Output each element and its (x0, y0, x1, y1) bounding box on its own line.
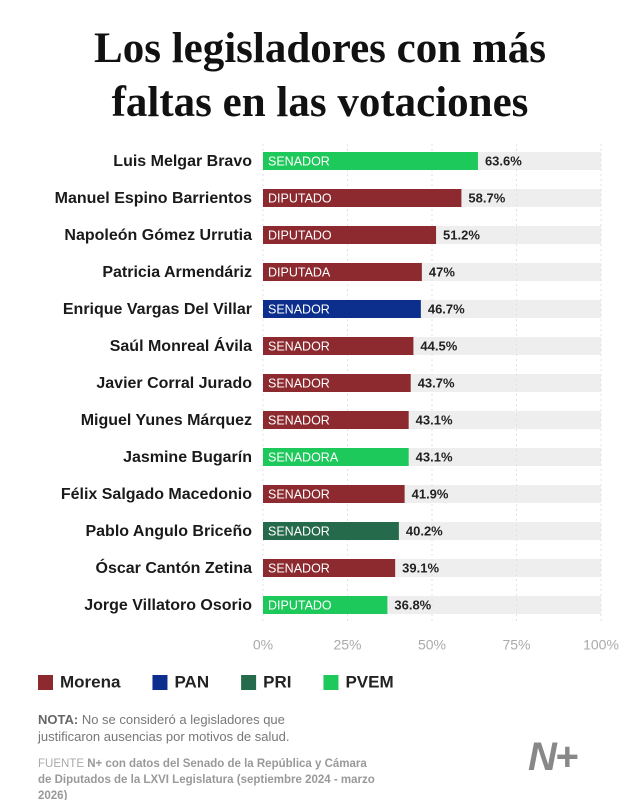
legend-swatch (241, 675, 257, 690)
bar-label: DIPUTADO (268, 228, 332, 242)
category-label: Enrique Vargas Del Villar (63, 301, 252, 318)
legend-label: PRI (263, 672, 291, 691)
bar-label: SENADOR (268, 487, 330, 501)
note-text: No se consideró a legisladores que justi… (38, 712, 290, 744)
x-tick-label: 25% (333, 637, 361, 653)
category-label: Miguel Yunes Márquez (81, 412, 252, 429)
legend-swatch (38, 675, 53, 690)
bar (263, 374, 411, 392)
value-label: 43.1% (416, 412, 453, 427)
category-label: Jorge Villatoro Osorio (84, 597, 252, 614)
bar-label: DIPUTADO (268, 191, 332, 205)
bar (263, 559, 396, 577)
note-label: NOTA: (38, 712, 79, 727)
value-label: 39.1% (402, 560, 439, 575)
bar-label: SENADORA (268, 450, 339, 464)
bar-label: DIPUTADO (268, 598, 332, 612)
bar-label: SENADOR (268, 524, 330, 538)
bar-label: SENADOR (268, 154, 330, 168)
x-tick-label: 0% (253, 637, 273, 653)
category-label: Manuel Espino Barrientos (55, 190, 252, 207)
legend-swatch (152, 675, 168, 690)
bar-label: SENADOR (268, 339, 330, 353)
value-label: 58.7% (468, 190, 505, 205)
category-label: Luis Melgar Bravo (113, 153, 252, 170)
value-label: 41.9% (412, 486, 449, 501)
logo: N+ (528, 735, 578, 779)
value-label: 46.7% (428, 301, 465, 316)
source-text: N+ con datos del Senado de la República … (38, 758, 375, 800)
legend-label: PAN (174, 672, 209, 691)
bar (263, 263, 422, 281)
value-label: 40.2% (406, 523, 443, 538)
value-label: 44.5% (420, 338, 457, 353)
bar-label: DIPUTADA (268, 265, 331, 279)
bar (263, 448, 409, 466)
bar-label: SENADOR (268, 302, 330, 316)
source: FUENTE N+ con datos del Senado de la Rep… (38, 756, 378, 800)
category-label: Napoleón Gómez Urrutia (64, 227, 252, 244)
bar (263, 226, 437, 244)
x-tick-label: 100% (583, 637, 619, 653)
value-label: 36.8% (394, 597, 431, 612)
value-label: 47% (429, 264, 455, 279)
bar (263, 522, 399, 540)
category-label: Saúl Monreal Ávila (110, 336, 252, 355)
bar (263, 337, 414, 355)
bar (263, 485, 405, 503)
category-label: Javier Corral Jurado (96, 375, 252, 392)
source-label: FUENTE (38, 758, 84, 770)
bar (263, 152, 478, 170)
bar-label: SENADOR (268, 376, 330, 390)
legend-swatch (323, 675, 339, 690)
bar-label: SENADOR (268, 561, 330, 575)
legend-label: Morena (60, 672, 121, 691)
category-label: Jasmine Bugarín (123, 449, 252, 466)
value-label: 51.2% (443, 227, 480, 242)
bar-label: SENADOR (268, 413, 330, 427)
note: NOTA: No se consideró a legisladores que… (38, 711, 338, 745)
category-label: Óscar Cantón Zetina (96, 558, 253, 577)
x-tick-label: 75% (502, 637, 530, 653)
category-label: Pablo Angulo Briceño (85, 523, 252, 540)
bar (263, 411, 409, 429)
value-label: 43.7% (418, 375, 455, 390)
value-label: 43.1% (416, 449, 453, 464)
bar (263, 300, 421, 318)
x-tick-label: 50% (418, 637, 446, 653)
chart-title: Los legisladores con más faltas en las v… (94, 25, 546, 126)
bar (263, 596, 388, 614)
value-label: 63.6% (485, 153, 522, 168)
bar (263, 189, 462, 207)
legend-label: PVEM (345, 672, 393, 691)
category-label: Félix Salgado Macedonio (61, 486, 252, 503)
category-label: Patricia Armendáriz (102, 264, 252, 281)
